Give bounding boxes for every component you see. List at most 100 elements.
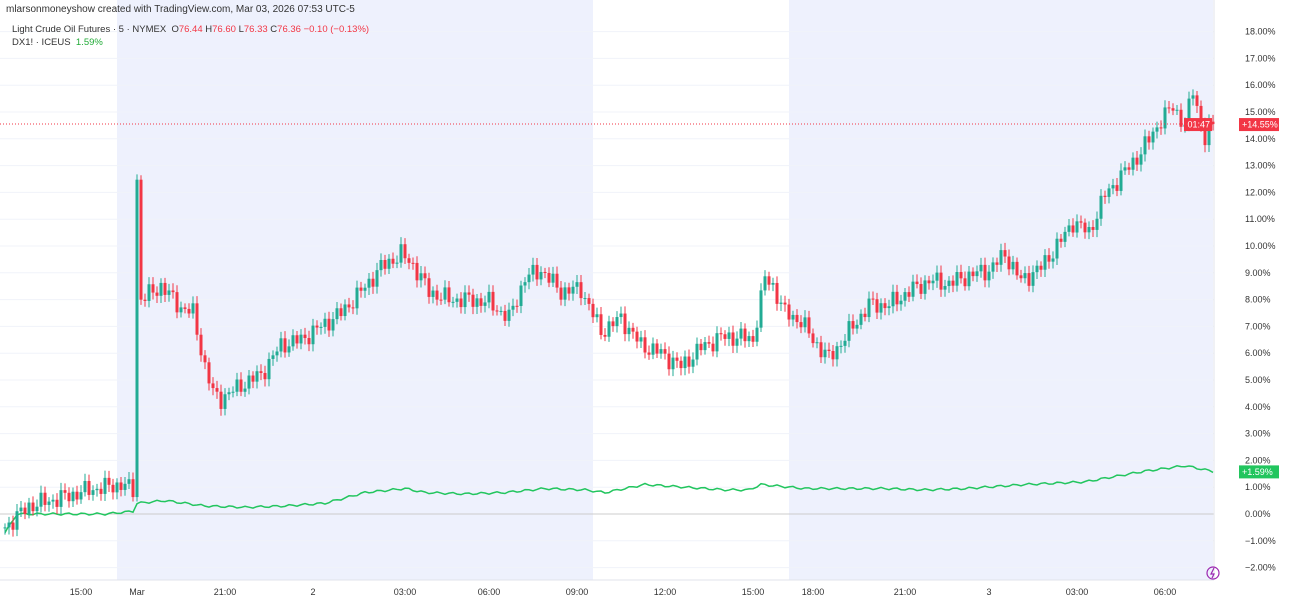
candle-body [1075, 221, 1079, 233]
candle-body [11, 522, 15, 530]
candle-body [1087, 227, 1091, 233]
candle-body [199, 334, 203, 356]
candle-body [379, 259, 383, 271]
candle-body [343, 304, 347, 317]
candle-body [231, 391, 235, 393]
candle-body [487, 291, 491, 303]
candle-body [399, 244, 403, 263]
candle-body [1119, 170, 1123, 191]
y-tick-label: 8.00% [1245, 295, 1271, 305]
candle-body [791, 314, 795, 320]
candle-body [1143, 136, 1147, 155]
candle-body [767, 276, 771, 285]
candle-body [771, 282, 775, 285]
candle-body [1127, 167, 1131, 170]
candle-body [251, 375, 255, 382]
candle-body [563, 287, 567, 300]
candle-body [23, 507, 27, 514]
candle-body [143, 299, 147, 301]
candle-body [539, 271, 543, 280]
candle-body [139, 179, 143, 300]
candle-body [83, 480, 87, 493]
y-tick-label: 14.00% [1245, 134, 1276, 144]
candle-body [383, 259, 387, 269]
candle-body [847, 321, 851, 341]
candle-body [863, 313, 867, 318]
candle-body [663, 349, 667, 354]
candle-body [7, 522, 11, 528]
candle-body [803, 317, 807, 328]
candle-body [587, 298, 591, 304]
candle-body [1187, 98, 1191, 125]
candle-body [15, 511, 19, 530]
candle-body [915, 281, 919, 285]
candle-body [67, 492, 71, 502]
candle-body [427, 278, 431, 297]
candle-body [859, 313, 863, 325]
candle-body [823, 349, 827, 358]
legend-compare[interactable]: DX1! · ICEUS 1.59% [12, 36, 369, 49]
candle-body [519, 285, 523, 306]
candle-body [415, 262, 419, 281]
legend-main[interactable]: Light Crude Oil Futures · 5 · NYMEX O76.… [12, 23, 369, 36]
candle-body [647, 352, 651, 355]
lightning-icon [1206, 566, 1220, 580]
candle-body [851, 321, 855, 329]
y-tick-label: −2.00% [1245, 563, 1276, 573]
candle-body [719, 333, 723, 335]
change-value: −0.10 (−0.13%) [303, 24, 370, 35]
candle-body [183, 307, 187, 309]
candle-body [675, 357, 679, 361]
candle-body [923, 280, 927, 294]
candle-body [763, 276, 767, 291]
y-tick-label: −1.00% [1245, 536, 1276, 546]
x-tick-label: 21:00 [894, 587, 917, 597]
candle-body [931, 280, 935, 284]
candle-body [499, 310, 503, 312]
candle-body [491, 291, 495, 311]
candle-body [531, 264, 535, 275]
candle-body [751, 336, 755, 342]
y-tick-label: 17.00% [1245, 53, 1276, 63]
candle-body [443, 287, 447, 300]
candle-body [615, 317, 619, 327]
candle-body [871, 298, 875, 300]
candle-body [739, 328, 743, 339]
candle-body [683, 356, 687, 369]
candle-body [559, 287, 563, 300]
candle-body [515, 305, 519, 307]
candle-body [3, 527, 7, 529]
candle-body [1211, 121, 1215, 125]
candle-body [339, 308, 343, 317]
candle-body [943, 286, 947, 290]
candle-body [839, 345, 843, 347]
candle-body [1067, 225, 1071, 232]
candles [3, 89, 1215, 537]
candle-body [227, 392, 231, 395]
y-tick-label: 10.00% [1245, 241, 1276, 251]
candle-body [107, 477, 111, 485]
candle-body [1059, 238, 1063, 242]
candle-body [435, 290, 439, 300]
symbol-name: Light Crude Oil Futures · 5 · NYMEX [12, 24, 167, 35]
candle-body [799, 322, 803, 328]
candle-body [119, 482, 123, 490]
candle-body [1207, 121, 1211, 146]
candle-body [971, 271, 975, 277]
x-tick-label: 15:00 [742, 587, 765, 597]
candle-body [1095, 218, 1099, 230]
candle-body [1103, 195, 1107, 197]
dx-last-badge [1239, 465, 1279, 479]
candle-body [431, 290, 435, 297]
candle-body [999, 250, 1003, 265]
candle-body [527, 274, 531, 283]
candle-body [775, 282, 779, 304]
candle-body [1047, 255, 1051, 262]
candle-body [87, 480, 91, 495]
candle-body [939, 272, 943, 290]
candle-body [735, 338, 739, 346]
candle-body [855, 324, 859, 329]
y-tick-label: 5.00% [1245, 375, 1271, 385]
